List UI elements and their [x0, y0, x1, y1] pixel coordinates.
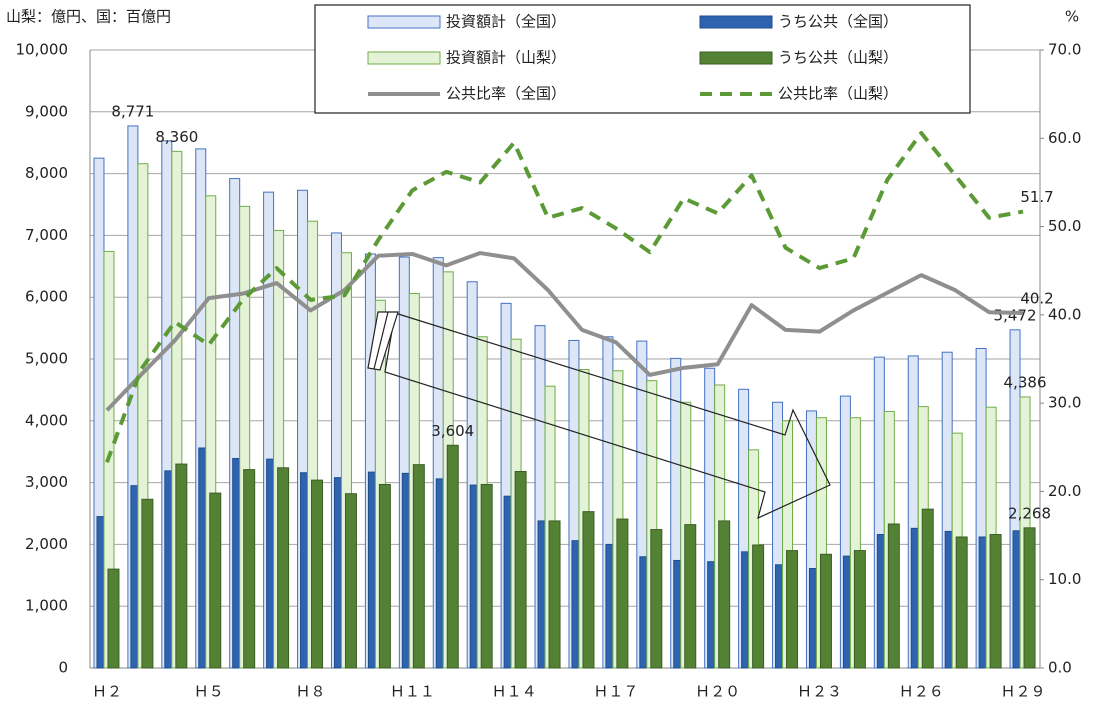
bar: [684, 524, 697, 669]
bar: [378, 483, 391, 669]
data-label: 8,360: [155, 128, 198, 146]
legend-swatch: [699, 51, 773, 65]
bar: [582, 511, 595, 669]
y-tick-label: 5,000: [25, 350, 68, 368]
y-tick-label: 8,000: [25, 164, 68, 182]
bar: [853, 550, 866, 669]
y2-tick-label: 40.0: [1048, 305, 1081, 323]
y-axis-label: 山梨：億円、国：百億円: [6, 8, 171, 26]
bar: [209, 492, 222, 669]
bar: [650, 529, 663, 669]
y-tick-label: 4,000: [25, 411, 68, 429]
x-tick-label: Ｈ２６: [899, 683, 944, 701]
y-tick-label: 1,000: [25, 597, 68, 615]
x-tick-label: Ｈ１７: [593, 683, 638, 701]
bar: [480, 483, 493, 669]
data-label: 51.7: [1020, 188, 1053, 206]
data-label: 4,386: [1004, 373, 1047, 391]
y2-tick-label: 10.0: [1048, 570, 1081, 588]
legend-label: 公共比率（全国）: [446, 85, 566, 103]
data-label: 40.2: [1020, 290, 1053, 308]
y2-axis-label: %: [1065, 8, 1079, 26]
line: [105, 251, 1024, 412]
line: [105, 130, 1024, 463]
data-label: 2,268: [1008, 504, 1051, 522]
data-label: 5,472: [994, 306, 1037, 324]
y-tick-label: 6,000: [25, 288, 68, 306]
x-tick-label: Ｈ１１: [390, 683, 435, 701]
bar: [311, 479, 324, 669]
data-label: 8,771: [111, 102, 154, 120]
bar: [718, 520, 731, 669]
bar: [752, 544, 765, 669]
bar: [412, 464, 425, 669]
y2-tick-label: 20.0: [1048, 482, 1081, 500]
legend: 投資額計（全国） うち公共（全国） 投資額計（山梨） うち公共（山梨） 公共比率（全国）…: [314, 4, 971, 114]
x-tick-label: Ｈ１４: [492, 683, 537, 701]
trend-arrow: [367, 311, 831, 520]
legend-label: 公共比率（山梨）: [778, 85, 898, 103]
bar: [921, 508, 934, 669]
bar: [514, 470, 527, 669]
bar: [548, 520, 561, 669]
y-tick-label: 9,000: [25, 102, 68, 120]
legend-label: 投資額計（山梨）: [446, 49, 566, 67]
legend-label: うち公共（山梨）: [778, 49, 898, 67]
bar: [887, 523, 900, 669]
bar: [786, 550, 799, 669]
x-tick-label: Ｈ５: [194, 683, 224, 701]
bar: [107, 568, 120, 669]
legend-swatch: [367, 15, 441, 29]
bar: [141, 498, 154, 669]
y2-tick-label: 0.0: [1048, 659, 1072, 677]
y2-tick-label: 60.0: [1048, 129, 1081, 147]
x-tick-label: Ｈ２０: [695, 683, 740, 701]
y-tick-label: 7,000: [25, 226, 68, 244]
bar: [344, 493, 357, 669]
bar: [277, 467, 290, 669]
y2-tick-label: 50.0: [1048, 217, 1081, 235]
bar: [955, 536, 968, 669]
y-tick-label: 2,000: [25, 535, 68, 553]
bar: [616, 518, 629, 669]
legend-label: 投資額計（全国）: [446, 13, 566, 31]
data-label: 3,604: [431, 422, 474, 440]
x-tick-label: Ｈ２: [92, 683, 122, 701]
y-tick-label: 10,000: [16, 41, 69, 59]
y-tick-label: 0: [58, 659, 68, 677]
bar: [243, 469, 256, 669]
bar: [446, 444, 459, 669]
y2-tick-label: 70.0: [1048, 41, 1081, 59]
legend-swatch: [699, 15, 773, 29]
x-tick-label: Ｈ２３: [797, 683, 842, 701]
bar: [989, 534, 1002, 669]
x-tick-label: Ｈ２９: [1001, 683, 1046, 701]
legend-swatch: [367, 51, 441, 65]
bar: [1023, 527, 1036, 669]
bar: [175, 463, 188, 669]
y-tick-label: 3,000: [25, 473, 68, 491]
bar: [819, 553, 832, 669]
legend-label: うち公共（全国）: [778, 13, 898, 31]
x-tick-label: Ｈ８: [296, 683, 326, 701]
y2-tick-label: 30.0: [1048, 394, 1081, 412]
